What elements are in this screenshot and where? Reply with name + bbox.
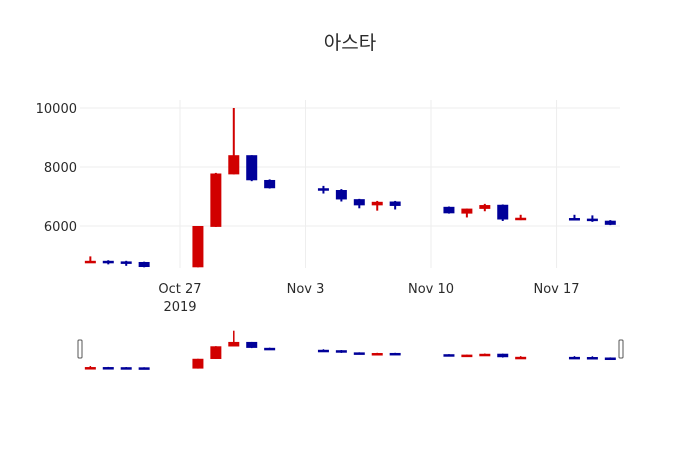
slider-candle (353, 352, 365, 355)
candle (228, 108, 240, 175)
slider-candle (586, 356, 598, 360)
slider-candle (264, 347, 276, 351)
range-slider-candles (84, 330, 616, 370)
slider-candle (120, 367, 132, 370)
candle (461, 208, 473, 218)
y-tick-label: 10000 (36, 102, 77, 117)
slider-candle (443, 354, 455, 357)
candle (335, 189, 347, 202)
y-tick-label: 8000 (44, 161, 77, 176)
candle (443, 206, 455, 214)
candle (84, 256, 96, 264)
candle (389, 200, 401, 210)
x-axis: Oct 27 2019 Nov 3 Nov 10 Nov 17 (158, 282, 579, 315)
x-tick-label: Oct 27 (158, 282, 201, 297)
slider-candle (317, 349, 329, 353)
candle (479, 203, 491, 212)
slider-candle (335, 350, 347, 353)
y-tick-label: 6000 (44, 220, 77, 235)
slider-candle (84, 366, 96, 370)
slider-candle (102, 366, 114, 370)
range-slider-right-handle[interactable] (618, 339, 624, 359)
candle (210, 172, 222, 227)
candle (371, 200, 383, 211)
slider-candle (604, 357, 616, 361)
candle (586, 215, 598, 222)
candle (192, 226, 204, 268)
candle (102, 260, 114, 265)
candle (497, 204, 509, 221)
candle (317, 185, 329, 194)
slider-candle (497, 353, 509, 358)
x-tick-label: Nov 10 (408, 282, 454, 297)
slider-candle (210, 346, 222, 359)
candle (264, 179, 276, 189)
range-slider[interactable] (77, 330, 624, 370)
candle (246, 155, 258, 182)
slider-candle (479, 353, 491, 357)
chart-title: 아스타 (323, 32, 377, 54)
candles-main (84, 108, 616, 268)
slider-candle (246, 341, 258, 349)
slider-candle (389, 352, 401, 356)
range-slider-left-handle[interactable] (77, 339, 83, 359)
candle (353, 198, 365, 209)
candle (604, 220, 616, 226)
candle (138, 261, 150, 268)
x-tick-label: Nov 17 (534, 282, 580, 297)
candle (515, 214, 527, 221)
slider-candle (515, 356, 527, 360)
x-tick-year: 2019 (163, 300, 196, 315)
slider-candle (192, 358, 204, 369)
slider-candle (371, 352, 383, 356)
slider-candle (138, 367, 150, 370)
slider-candle (568, 356, 580, 360)
y-axis: 6000 8000 10000 (36, 102, 77, 235)
candle (120, 260, 132, 266)
candle (568, 214, 580, 221)
slider-candle (228, 330, 240, 347)
slider-candle (461, 354, 473, 358)
x-tick-label: Nov 3 (287, 282, 325, 297)
grid-lines (80, 100, 620, 268)
